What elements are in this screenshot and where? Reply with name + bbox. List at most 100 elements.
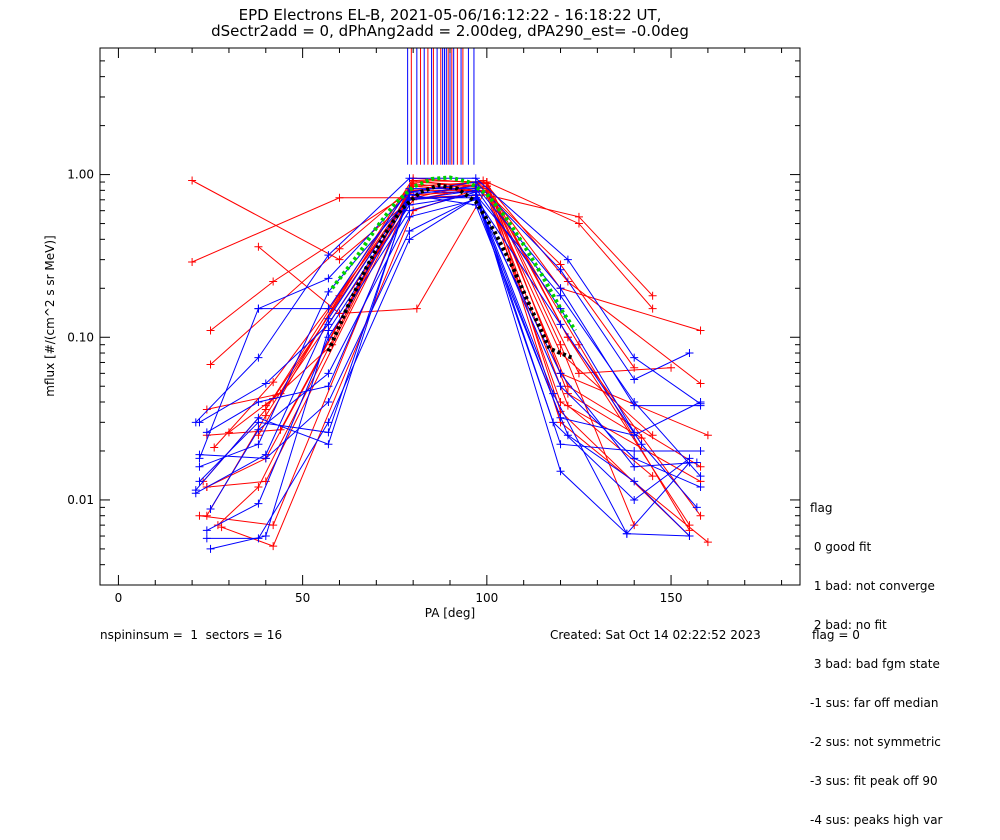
data-point-red (202, 405, 211, 414)
data-point-red (648, 304, 657, 313)
data-point-blue (696, 483, 705, 492)
y-axis-label: mflux [#/(cm^2 s sr MeV)] (43, 235, 57, 396)
data-point-red (574, 219, 583, 228)
series-line-blue (258, 188, 635, 433)
data-point-blue (261, 532, 270, 541)
legend-item: -2 sus: not symmetric (810, 735, 941, 749)
data-point-blue (696, 446, 705, 455)
data-layer (188, 48, 712, 553)
data-point-blue (254, 499, 263, 508)
data-point-blue (556, 320, 565, 329)
data-point-blue (685, 349, 694, 358)
series-line-red (199, 181, 690, 526)
x-tick-label: 100 (475, 591, 498, 605)
fit-curve-green (330, 175, 577, 332)
plot-area: 0 50 100 150 0.01 0.10 1.00 PA [deg] mflux [#/… (43, 47, 801, 620)
data-point-blue (696, 397, 705, 406)
data-point-blue (202, 526, 211, 535)
data-point-blue (692, 503, 701, 512)
series-line-red (191, 181, 653, 309)
series-line-red (206, 179, 701, 488)
data-point-blue (685, 454, 694, 463)
legend-item: 0 good fit (810, 540, 872, 554)
series-line-blue (199, 181, 690, 459)
data-point-blue (324, 326, 333, 335)
data-point-blue (261, 379, 270, 388)
data-point-blue (556, 382, 565, 391)
series-line-blue (195, 185, 701, 494)
data-point-blue (556, 291, 565, 300)
legend-title: flag (810, 501, 833, 515)
data-point-blue (254, 425, 263, 434)
data-point-blue (324, 440, 333, 449)
data-point-blue (556, 369, 565, 378)
data-point-blue (254, 440, 263, 449)
data-point-blue (471, 190, 480, 199)
data-point-blue (692, 458, 701, 467)
data-point-blue (637, 440, 646, 449)
data-point-blue (324, 369, 333, 378)
data-point-red (224, 428, 233, 437)
x-tick-label: 150 (660, 591, 683, 605)
data-point-red (696, 379, 705, 388)
series-line-blue (206, 194, 701, 477)
y-tick-label: 0.10 (67, 330, 94, 344)
data-point-red (335, 193, 344, 202)
data-point-red (269, 277, 278, 286)
data-point-red (703, 538, 712, 547)
data-point-red (667, 363, 676, 372)
data-point-blue (254, 353, 263, 362)
series-line-blue (195, 177, 701, 423)
data-point-red (261, 411, 270, 420)
series-line-blue (195, 191, 701, 491)
data-point-blue (324, 397, 333, 406)
data-point-red (206, 326, 215, 335)
series-line-blue (199, 189, 690, 535)
series-line-red (221, 185, 672, 547)
data-point-blue (630, 454, 639, 463)
data-point-blue (630, 428, 639, 437)
series-line-blue (199, 197, 698, 508)
data-point-red (195, 511, 204, 520)
data-point-blue (206, 544, 215, 553)
data-point-red (703, 431, 712, 440)
flag-legend: flag 0 good fit 1 bad: not converge 2 ba… (810, 476, 942, 840)
data-point-blue (630, 397, 639, 406)
data-point-red (217, 523, 226, 532)
chart-title-line-2: dSectr2add = 0, dPhAng2add = 2.00deg, dP… (211, 22, 689, 40)
legend-item: 2 bad: no fit (810, 618, 887, 632)
data-point-red (254, 242, 263, 251)
series-line-red (206, 179, 709, 543)
data-point-blue (324, 418, 333, 427)
data-point-red (648, 472, 657, 481)
data-point-blue (405, 227, 414, 236)
data-point-red (206, 360, 215, 369)
data-point-red (202, 511, 211, 520)
data-point-blue (630, 353, 639, 362)
data-point-blue (202, 428, 211, 437)
data-point-blue (696, 472, 705, 481)
data-point-blue (254, 397, 263, 406)
legend-item: 1 bad: not converge (810, 579, 935, 593)
data-point-blue (405, 174, 414, 183)
data-point-blue (630, 446, 639, 455)
data-point-blue (549, 389, 558, 398)
data-point-red (210, 443, 219, 452)
data-point-blue (254, 304, 263, 313)
data-point-blue (324, 287, 333, 296)
data-point-blue (191, 486, 200, 495)
data-point-blue (405, 235, 414, 244)
data-point-blue (195, 418, 204, 427)
data-point-blue (195, 477, 204, 486)
series-line-blue (206, 197, 701, 539)
data-point-blue (324, 304, 333, 313)
data-point-blue (622, 529, 631, 538)
series-line-blue (206, 191, 701, 531)
data-point-blue (324, 382, 333, 391)
x-tick-label: 0 (115, 591, 123, 605)
legend-item: -1 sus: far off median (810, 696, 939, 710)
series-line-blue (199, 197, 690, 501)
legend-item: -4 sus: peaks high var (810, 813, 943, 827)
data-point-red (335, 255, 344, 264)
data-point-red (261, 477, 270, 486)
